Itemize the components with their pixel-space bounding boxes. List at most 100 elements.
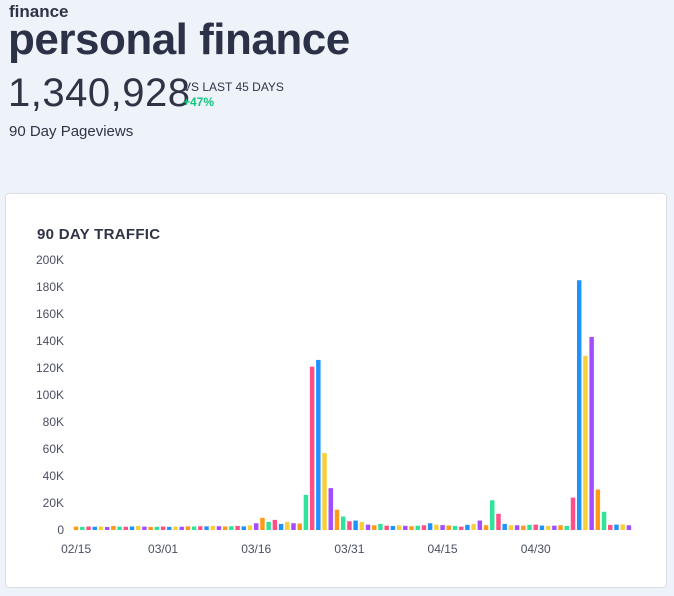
traffic-bar[interactable]: [434, 524, 439, 530]
traffic-bar[interactable]: [167, 526, 172, 530]
traffic-bar[interactable]: [552, 525, 557, 530]
traffic-bar[interactable]: [384, 525, 389, 530]
traffic-bar[interactable]: [272, 519, 278, 531]
traffic-bar[interactable]: [111, 525, 116, 530]
traffic-bar[interactable]: [340, 516, 346, 531]
traffic-bar[interactable]: [608, 524, 613, 530]
traffic-bar[interactable]: [620, 524, 625, 530]
pageviews-total: 1,340,928: [8, 71, 191, 115]
traffic-bar[interactable]: [390, 525, 396, 530]
traffic-bar[interactable]: [278, 523, 284, 530]
traffic-bar[interactable]: [297, 523, 302, 530]
traffic-bar[interactable]: [135, 525, 141, 530]
traffic-bar[interactable]: [558, 525, 563, 530]
traffic-bar[interactable]: [210, 525, 215, 530]
traffic-bar[interactable]: [154, 526, 160, 530]
y-tick-label: 160K: [36, 307, 64, 321]
traffic-bar[interactable]: [173, 526, 178, 531]
traffic-bar[interactable]: [328, 488, 333, 530]
traffic-bar[interactable]: [421, 525, 427, 530]
traffic-bar[interactable]: [148, 526, 153, 530]
traffic-bar[interactable]: [365, 524, 371, 530]
traffic-bar[interactable]: [465, 524, 470, 530]
traffic-bar[interactable]: [521, 525, 526, 530]
traffic-bar[interactable]: [564, 525, 570, 530]
traffic-bar[interactable]: [471, 523, 476, 530]
traffic-bar[interactable]: [415, 525, 420, 530]
traffic-bar[interactable]: [291, 523, 296, 530]
x-tick-label: 04/30: [521, 542, 551, 556]
traffic-bar[interactable]: [490, 500, 495, 530]
traffic-bar[interactable]: [359, 521, 365, 530]
traffic-bar[interactable]: [266, 521, 271, 530]
traffic-bar[interactable]: [241, 526, 247, 530]
traffic-bar[interactable]: [545, 525, 551, 530]
traffic-bar[interactable]: [589, 336, 594, 530]
traffic-bar[interactable]: [73, 526, 79, 531]
y-tick-label: 180K: [36, 280, 64, 294]
traffic-bar[interactable]: [309, 366, 315, 530]
traffic-bar[interactable]: [533, 524, 538, 530]
traffic-bar[interactable]: [303, 494, 309, 530]
y-tick-label: 20K: [43, 496, 64, 510]
traffic-bar[interactable]: [576, 280, 582, 530]
traffic-bar[interactable]: [372, 525, 377, 530]
traffic-bar[interactable]: [514, 525, 520, 530]
traffic-bar[interactable]: [614, 524, 619, 530]
x-tick-label: 02/15: [61, 542, 91, 556]
traffic-bar[interactable]: [570, 497, 576, 530]
traffic-bar[interactable]: [427, 523, 433, 530]
traffic-bar[interactable]: [446, 525, 452, 530]
traffic-bar[interactable]: [222, 526, 228, 530]
traffic-bar[interactable]: [396, 525, 402, 530]
traffic-bar[interactable]: [322, 453, 327, 530]
traffic-bar[interactable]: [185, 526, 191, 530]
traffic-bar[interactable]: [626, 525, 632, 530]
traffic-bar[interactable]: [229, 526, 234, 530]
traffic-bar[interactable]: [316, 359, 321, 530]
traffic-bar[interactable]: [440, 525, 445, 530]
traffic-bar[interactable]: [347, 521, 352, 530]
traffic-bar[interactable]: [198, 526, 203, 530]
traffic-bar[interactable]: [583, 355, 588, 530]
traffic-bar[interactable]: [98, 526, 104, 530]
traffic-bar[interactable]: [123, 526, 129, 530]
traffic-bar[interactable]: [477, 520, 483, 530]
traffic-bar[interactable]: [117, 526, 122, 531]
traffic-bar[interactable]: [160, 526, 166, 530]
traffic-bar[interactable]: [253, 523, 259, 530]
traffic-bar[interactable]: [353, 520, 358, 530]
traffic-bar[interactable]: [104, 527, 110, 530]
y-tick-label: 0: [57, 523, 64, 537]
traffic-bar[interactable]: [334, 509, 340, 530]
traffic-bar[interactable]: [403, 525, 408, 530]
traffic-bar[interactable]: [260, 517, 265, 530]
traffic-bar[interactable]: [86, 526, 91, 530]
traffic-bar[interactable]: [142, 526, 147, 531]
traffic-bar[interactable]: [204, 526, 209, 530]
traffic-bar[interactable]: [458, 526, 464, 531]
traffic-bar[interactable]: [80, 526, 85, 530]
traffic-bar[interactable]: [508, 525, 514, 530]
traffic-bar[interactable]: [409, 526, 414, 530]
traffic-bar[interactable]: [601, 511, 607, 530]
traffic-bar[interactable]: [285, 521, 290, 530]
x-tick-label: 03/16: [241, 542, 271, 556]
traffic-bar[interactable]: [179, 526, 184, 530]
traffic-bar[interactable]: [129, 526, 135, 530]
traffic-bar[interactable]: [496, 513, 501, 530]
y-tick-label: 120K: [36, 361, 64, 375]
traffic-bar[interactable]: [378, 523, 383, 530]
y-tick-label: 60K: [43, 442, 64, 456]
traffic-bar[interactable]: [539, 525, 545, 530]
traffic-bar[interactable]: [92, 526, 97, 530]
traffic-bar[interactable]: [595, 489, 601, 531]
traffic-bar[interactable]: [452, 525, 458, 530]
traffic-bar[interactable]: [527, 524, 532, 530]
traffic-bar[interactable]: [247, 525, 253, 530]
traffic-bar[interactable]: [502, 523, 507, 530]
traffic-bar[interactable]: [483, 525, 489, 530]
traffic-bar[interactable]: [191, 526, 197, 530]
traffic-bar[interactable]: [235, 525, 240, 530]
traffic-bar[interactable]: [216, 526, 222, 530]
